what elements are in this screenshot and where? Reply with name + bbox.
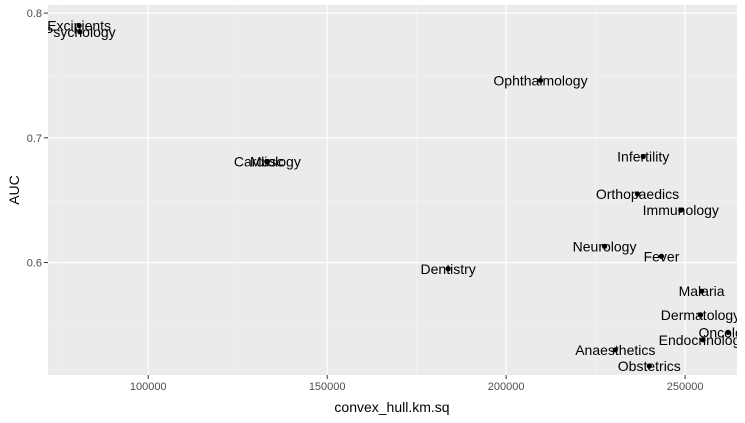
data-point bbox=[700, 337, 706, 343]
y-axis-title: AUC bbox=[6, 175, 22, 205]
data-point bbox=[658, 253, 665, 259]
data-label: Dentistry bbox=[421, 261, 476, 277]
data-label: Endocrinology bbox=[659, 332, 745, 348]
data-point bbox=[601, 243, 608, 249]
data-point bbox=[640, 153, 646, 160]
data-label: Oncology bbox=[698, 324, 745, 340]
x-axis-title: convex_hull.km.sq bbox=[334, 399, 449, 415]
data-label: Musc bbox=[250, 154, 283, 170]
x-tick-label: 150000 bbox=[309, 381, 346, 393]
x-tick-label: 100000 bbox=[130, 381, 167, 393]
data-point bbox=[76, 22, 82, 29]
x-tick-label: 200000 bbox=[488, 381, 525, 393]
data-point bbox=[678, 207, 684, 213]
data-point bbox=[725, 329, 731, 335]
data-label: Neurology bbox=[573, 238, 637, 254]
data-point bbox=[537, 77, 544, 84]
data-label: Infertility bbox=[617, 149, 669, 165]
data-point bbox=[445, 266, 451, 272]
data-label: Fever bbox=[644, 248, 680, 264]
plot-panel bbox=[48, 5, 737, 375]
data-label: Psychology bbox=[44, 24, 116, 40]
y-tick-label: 0.7 bbox=[27, 133, 42, 145]
data-label: Orthopaedics bbox=[596, 186, 679, 202]
data-point bbox=[264, 158, 271, 165]
data-label: Obstetrics bbox=[618, 358, 681, 374]
data-point bbox=[634, 191, 641, 197]
data-label: Cardiology bbox=[234, 154, 301, 170]
data-point bbox=[77, 29, 83, 35]
y-tick-label: 0.8 bbox=[27, 8, 42, 20]
data-label: Immunology bbox=[643, 202, 719, 218]
data-label: Ophthalmology bbox=[493, 72, 587, 88]
data-label: Excipients bbox=[47, 18, 111, 34]
data-point bbox=[612, 347, 618, 353]
axis-ticks: 100000 150000 200000 250000 0.6 0.7 0.8 bbox=[27, 8, 704, 393]
y-tick-label: 0.6 bbox=[27, 258, 42, 270]
data-label: Dermatology bbox=[661, 307, 740, 323]
minor-grid bbox=[48, 5, 737, 375]
data-points bbox=[76, 22, 731, 369]
data-point bbox=[698, 288, 705, 294]
data-point bbox=[646, 363, 652, 369]
data-point bbox=[697, 312, 704, 318]
x-tick-label: 250000 bbox=[667, 381, 704, 393]
major-grid bbox=[48, 5, 737, 375]
data-label: Anaesthetics bbox=[575, 342, 655, 358]
data-label: Malaria bbox=[679, 283, 725, 299]
